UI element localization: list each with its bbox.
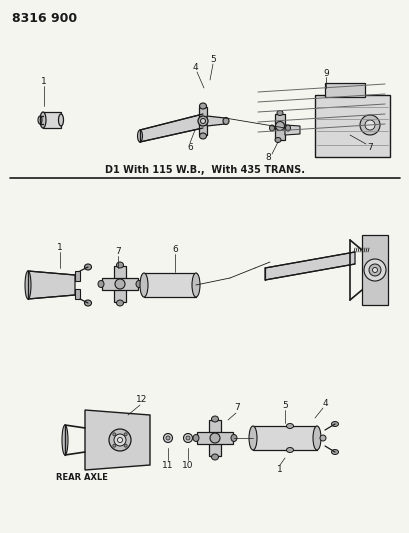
Ellipse shape — [166, 436, 170, 440]
Polygon shape — [252, 426, 316, 450]
Ellipse shape — [163, 433, 172, 442]
Text: 6: 6 — [172, 246, 178, 254]
Polygon shape — [207, 116, 225, 126]
Ellipse shape — [368, 264, 380, 276]
Ellipse shape — [183, 433, 192, 442]
Text: 12: 12 — [136, 395, 147, 405]
Polygon shape — [114, 266, 126, 302]
Text: 4: 4 — [192, 63, 197, 72]
Ellipse shape — [209, 433, 220, 443]
Text: 4: 4 — [321, 399, 327, 408]
Ellipse shape — [98, 280, 104, 287]
Ellipse shape — [109, 429, 131, 451]
Ellipse shape — [275, 122, 284, 131]
Polygon shape — [274, 114, 284, 140]
Ellipse shape — [372, 268, 377, 272]
Polygon shape — [324, 83, 364, 97]
Ellipse shape — [286, 448, 293, 453]
Polygon shape — [314, 95, 389, 157]
Ellipse shape — [211, 416, 218, 422]
Ellipse shape — [193, 434, 198, 441]
Ellipse shape — [211, 454, 218, 460]
Text: 5: 5 — [281, 400, 287, 409]
Ellipse shape — [286, 424, 293, 429]
Ellipse shape — [248, 426, 256, 450]
Ellipse shape — [116, 262, 123, 268]
Ellipse shape — [359, 115, 379, 135]
Text: 1: 1 — [41, 77, 47, 86]
Ellipse shape — [112, 444, 116, 447]
Text: 7: 7 — [234, 403, 239, 413]
Text: 8316 900: 8316 900 — [12, 12, 77, 25]
Ellipse shape — [364, 120, 374, 130]
Polygon shape — [264, 252, 354, 280]
Ellipse shape — [62, 425, 68, 455]
Ellipse shape — [331, 422, 338, 426]
Ellipse shape — [276, 110, 282, 116]
Ellipse shape — [124, 444, 127, 447]
Ellipse shape — [40, 112, 46, 128]
Ellipse shape — [230, 434, 236, 441]
Text: 7: 7 — [366, 143, 372, 152]
Ellipse shape — [198, 116, 207, 126]
Ellipse shape — [116, 300, 123, 306]
Polygon shape — [43, 112, 61, 128]
Ellipse shape — [84, 264, 91, 270]
Ellipse shape — [285, 125, 290, 131]
Text: 10: 10 — [182, 461, 193, 470]
Ellipse shape — [124, 433, 127, 436]
Text: 8: 8 — [265, 154, 270, 163]
Polygon shape — [198, 107, 207, 135]
Ellipse shape — [38, 116, 42, 124]
Ellipse shape — [222, 117, 229, 125]
Ellipse shape — [319, 435, 325, 441]
Polygon shape — [144, 273, 196, 297]
Ellipse shape — [186, 436, 189, 440]
Polygon shape — [85, 410, 150, 470]
Polygon shape — [209, 420, 220, 456]
Polygon shape — [361, 235, 387, 305]
Polygon shape — [139, 114, 202, 142]
Polygon shape — [28, 271, 75, 299]
Ellipse shape — [274, 138, 280, 142]
Text: 11: 11 — [162, 461, 173, 470]
Text: 1: 1 — [276, 465, 282, 474]
Polygon shape — [75, 289, 80, 299]
Text: 5: 5 — [210, 55, 216, 64]
Polygon shape — [102, 278, 138, 290]
Text: 7: 7 — [115, 247, 121, 256]
Polygon shape — [284, 125, 299, 135]
Ellipse shape — [84, 300, 91, 306]
Ellipse shape — [200, 118, 205, 124]
Text: D1 With 115 W.B.,  With 435 TRANS.: D1 With 115 W.B., With 435 TRANS. — [105, 165, 304, 175]
Text: 1: 1 — [57, 244, 63, 253]
Ellipse shape — [136, 280, 142, 287]
Ellipse shape — [269, 125, 274, 131]
Ellipse shape — [117, 438, 122, 442]
Ellipse shape — [312, 426, 320, 450]
Polygon shape — [196, 432, 232, 444]
Ellipse shape — [112, 433, 116, 436]
Ellipse shape — [58, 114, 63, 126]
Ellipse shape — [25, 271, 31, 299]
Ellipse shape — [199, 103, 206, 109]
Text: REAR AXLE: REAR AXLE — [56, 473, 108, 482]
Ellipse shape — [331, 449, 338, 455]
Text: 9: 9 — [322, 69, 328, 77]
Ellipse shape — [115, 279, 125, 289]
Text: 6: 6 — [187, 143, 192, 152]
Ellipse shape — [137, 130, 142, 142]
Ellipse shape — [199, 133, 206, 139]
Ellipse shape — [139, 273, 148, 297]
Ellipse shape — [363, 259, 385, 281]
Ellipse shape — [114, 434, 126, 446]
Polygon shape — [75, 271, 80, 281]
Ellipse shape — [191, 273, 200, 297]
